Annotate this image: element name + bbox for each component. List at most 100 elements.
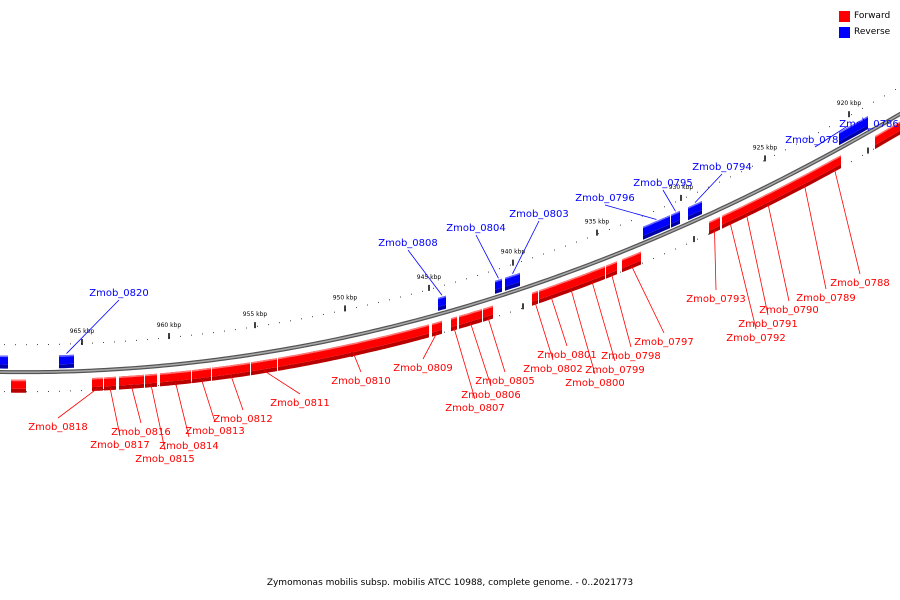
gene-labels: Zmob_0786Zmob_0787Zmob_0788Zmob_0789Zmob…: [28, 117, 899, 465]
tick-dot: [521, 308, 522, 309]
forward-label: Forward: [854, 11, 891, 21]
gene-leader-line: [834, 169, 861, 275]
tick-dot: [642, 215, 643, 217]
tick-dot: [829, 126, 830, 128]
tick-dot: [664, 253, 665, 255]
tick-label: 965 kbp: [70, 328, 95, 335]
gene-zmob_0804: [495, 278, 502, 294]
tick-dot: [763, 160, 764, 162]
tick-dot: [37, 391, 38, 393]
gene-label: Zmob_0790: [759, 305, 819, 316]
gene-body: [828, 155, 841, 172]
tick-dot: [191, 381, 192, 383]
gene-zmob_0791: [738, 199, 755, 222]
tick-dot: [26, 344, 27, 346]
gene-zmob_0813: [192, 367, 211, 384]
legend-reverse: Reverse: [839, 25, 900, 39]
gene-zmob_0796: [643, 215, 670, 240]
gene-leader-line: [175, 382, 190, 438]
gene-leader-line: [422, 332, 438, 360]
tick-label: 950 kbp: [333, 294, 358, 301]
tick-dot: [521, 261, 522, 262]
tick-dot: [499, 315, 500, 317]
tick-dot: [411, 293, 412, 295]
tick-dot: [477, 275, 478, 276]
gene-zmob_0797: [622, 251, 641, 273]
gene-highlight: [828, 155, 841, 164]
gene-highlight: [738, 199, 755, 210]
gene-highlight: [622, 251, 641, 261]
tick-dot: [389, 299, 390, 301]
gene-label: Zmob_0789: [796, 293, 856, 304]
tick-dot: [323, 314, 324, 315]
gene-zmob_0799: [579, 266, 605, 289]
gene-leader-line: [570, 289, 596, 375]
gene-highlight: [59, 354, 74, 357]
tick-dot: [312, 316, 313, 318]
gene-body: [839, 122, 857, 142]
gene-zmob_0788: [828, 155, 841, 176]
gene-highlight: [212, 362, 250, 370]
tick-dot: [59, 390, 60, 392]
gene-zmob_0798: [606, 261, 617, 279]
tick-dot: [840, 120, 841, 122]
tick-dot: [818, 132, 819, 134]
gene-leader-line: [862, 117, 870, 132]
gene-partial: [875, 121, 900, 150]
gene-zmob_0808: [438, 295, 446, 311]
gene-leader-line: [201, 379, 216, 423]
tick-dot: [719, 181, 720, 183]
gene-label: Zmob_0806: [461, 390, 521, 401]
gene-highlight: [875, 121, 900, 138]
tick-dot: [444, 331, 445, 333]
gene-label: Zmob_0803: [509, 209, 569, 220]
gene-highlight: [160, 370, 191, 375]
legend: Forward Reverse: [839, 9, 900, 41]
gene-highlight: [251, 358, 277, 364]
gene-partial: [11, 379, 26, 393]
gene-leader-line: [487, 317, 506, 373]
gene-zmob_0810: [278, 324, 429, 371]
tick-dot: [576, 241, 577, 243]
tick-dot: [92, 342, 93, 344]
tick-dot: [4, 391, 5, 393]
tick-dot: [785, 149, 786, 151]
gene-highlight: [688, 201, 702, 209]
gene-label: Zmob_0795: [633, 178, 693, 189]
gene-zmob_0805: [483, 305, 493, 322]
gene-label: Zmob_0814: [159, 441, 219, 452]
gene-leader-line: [263, 370, 301, 395]
gene-leader-line: [353, 353, 362, 373]
gene-body: [722, 208, 738, 225]
gene-body: [622, 251, 641, 269]
gene-highlight: [11, 379, 26, 382]
gene-label: Zmob_0805: [475, 376, 535, 387]
tick-label: 935 kbp: [585, 219, 610, 226]
tick-dot: [774, 154, 775, 156]
tick-dot: [686, 243, 687, 245]
gene-highlight: [104, 376, 116, 379]
gene-leader-line: [534, 302, 554, 361]
tick-dot: [268, 324, 269, 326]
gene-label: Zmob_0815: [135, 454, 195, 465]
gene-body: [579, 266, 605, 285]
tick-dot: [4, 344, 5, 346]
tick-dot: [642, 262, 643, 264]
tick-dot: [301, 318, 302, 320]
gene-leader-line: [470, 322, 492, 387]
gene-highlight: [145, 373, 157, 377]
gene-zmob_0792: [722, 208, 738, 229]
gene-highlight: [643, 215, 670, 229]
tick-dot: [884, 95, 885, 97]
gene-partial: [0, 355, 8, 369]
genome-backbone-highlight: [0, 113, 900, 373]
gene-zmob_0794: [688, 201, 702, 221]
gene-body: [709, 216, 720, 231]
gene-zmob_0818: [92, 377, 103, 392]
tick-dot: [708, 233, 709, 235]
tick-dot: [532, 257, 533, 259]
gene-label: Zmob_0786: [839, 119, 899, 130]
tick-dot: [620, 271, 621, 273]
gene-highlight: [0, 355, 8, 358]
